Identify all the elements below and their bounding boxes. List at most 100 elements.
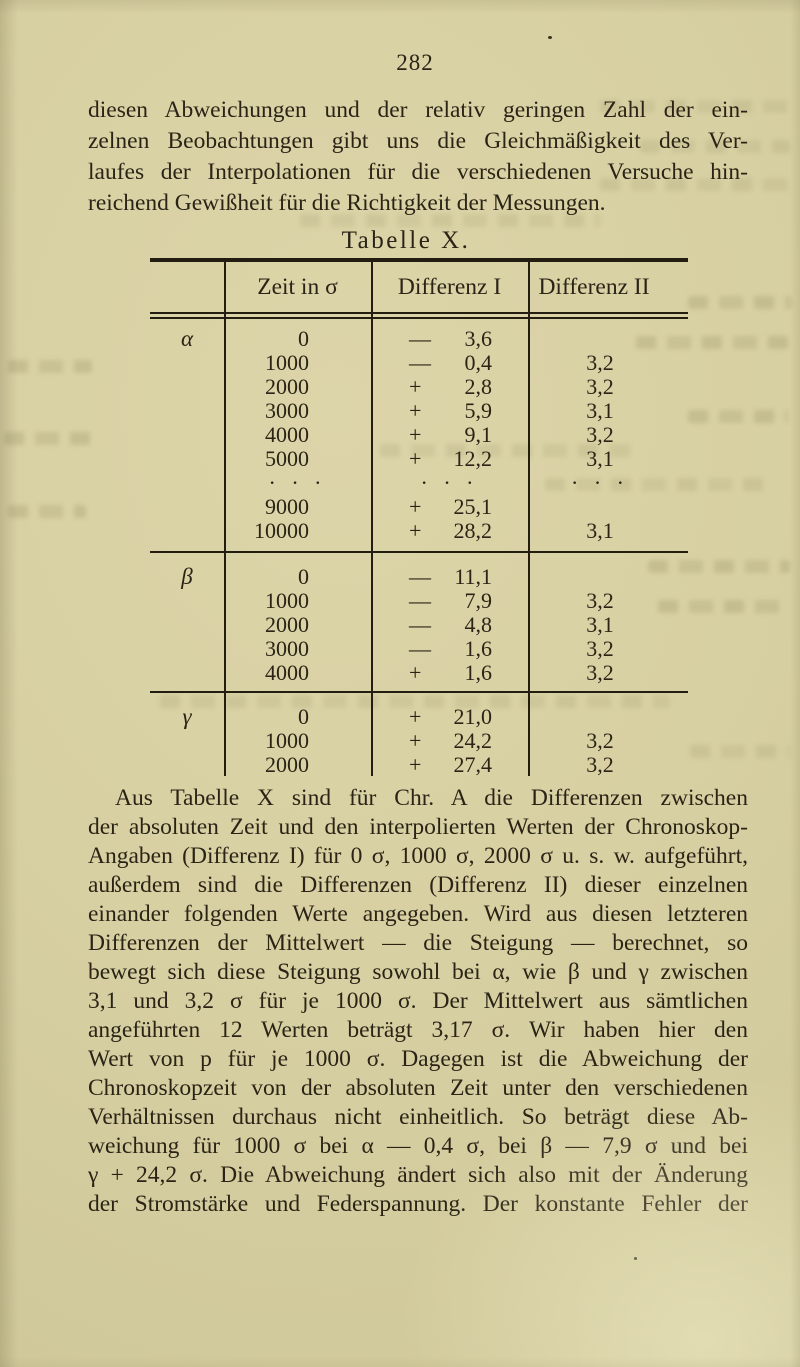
cell-differenz-2: 3,1 [586,398,614,423]
cell-zeit: 0 [298,704,309,729]
text-line: Aus Tabelle X sind für Chr. A die Differ… [115,785,748,811]
table-top-rule [150,258,688,262]
section-label: α [180,326,194,351]
table-row: 2000 — 4,8 3,1 [150,613,688,637]
cell-differenz-1: +24,2 [371,729,528,753]
table-row: 5000 +12,2 3,1 [150,447,688,471]
value: 28,2 [453,518,493,543]
showthrough-smudge [688,410,788,423]
cell-differenz-2: 3,2 [586,374,614,399]
table-section-β: β 0 — 11,1 1000 — 7,9 3,2 2000 — 4,8 3,1 3000 — 1,6 3,2… [150,565,688,685]
cell-differenz-2: 3,1 [586,612,614,637]
section-divider-rule [150,691,688,693]
cell-differenz-1: — 1,6 [371,637,528,661]
text-line: außerdem sind die Differenzen (Differenz… [88,872,748,898]
sign-glyph: — [409,326,431,351]
cell-zeit: 0 [298,564,309,589]
cell-zeit: 4000 [265,422,309,447]
paragraph-bottom: Aus Tabelle X sind für Chr. A die Differ… [88,784,748,1219]
sign-glyph: — [409,588,431,613]
section-label [150,661,224,685]
value: 27,4 [453,752,493,777]
table-row: 1000 +24,2 3,2 [150,729,688,753]
cell-zeit: 3000 [265,636,309,661]
cell-differenz-1: +25,1 [371,495,528,519]
section-label [150,589,224,613]
header-cell-differenz-1: Differenz I [397,273,502,300]
cell-differenz-2: 3,2 [586,636,614,661]
cell-differenz-1: — 3,6 [371,327,528,351]
table-row: 10000 +28,2 3,1 [150,519,688,543]
text-line: weichung für 1000 σ bei α — 0,4 σ, bei β… [88,1133,748,1159]
section-label [150,753,224,777]
paper-speck [548,36,552,39]
table-header-row: Zeit in σ Differenz I Differenz II [150,262,688,312]
cell-differenz-1: +28,2 [371,519,528,543]
cell-differenz-1: +5,9 [371,399,528,423]
sign-glyph: — [409,350,431,375]
text-line: einander folgenden Werte angegeben. Wird… [88,901,748,927]
text-line: angeführten 12 Werten beträgt 3,17 σ. Wi… [88,1017,748,1043]
cell-differenz-1: +27,4 [371,753,528,777]
cell-differenz-2: 3,2 [586,350,614,375]
showthrough-smudge [4,432,96,445]
sign-glyph: + [409,704,422,729]
sign-glyph: — [409,564,431,589]
cell-differenz-2: · · · [571,470,629,495]
text-line: bewegt sich diese Steigung sowohl bei α,… [88,959,748,985]
section-label [150,471,224,495]
cell-differenz-2: 3,2 [586,422,614,447]
section-label [150,519,224,543]
cell-zeit: 1000 [265,588,309,613]
column-rule [371,262,373,776]
value: 2,8 [464,374,493,399]
value: 5,9 [464,398,493,423]
section-label [150,729,224,753]
table-row: γ 0 +21,0 [150,705,688,729]
cell-differenz-1: — 0,4 [371,351,528,375]
cell-differenz-1: — 4,8 [371,613,528,637]
cell-zeit: 2000 [265,752,309,777]
value: 7,9 [464,588,493,613]
value: 3,6 [464,326,493,351]
table-row: β 0 — 11,1 [150,565,688,589]
text-line: Verhältnissen durchaus nicht einheitlich… [88,1104,748,1130]
table-row: 3000 +5,9 3,1 [150,399,688,423]
text-line: diesen Abweichungen und der relativ geri… [88,97,748,123]
table-row: 2000 +27,4 3,2 [150,753,688,777]
cell-zeit: 3000 [265,398,309,423]
section-label [150,447,224,471]
text-line: 3,1 und 3,2 σ für je 1000 σ. Der Mittelw… [88,988,748,1014]
paragraph-top: diesen Abweichungen und der relativ geri… [88,95,748,219]
cell-differenz-2: 3,2 [586,660,614,685]
cell-differenz-2 [520,327,680,351]
cell-differenz-1: +12,2 [371,447,528,471]
sign-glyph: + [409,518,422,543]
cell-zeit: · · · [268,470,327,495]
value: 12,2 [453,446,493,471]
cell-differenz-1: +2,8 [371,375,528,399]
sign-glyph: + [409,422,422,447]
table-row: 1000 — 7,9 3,2 [150,589,688,613]
column-rule [224,262,226,776]
cell-zeit: 9000 [265,494,309,519]
table-row: · · · · · · · · · [150,471,688,495]
section-label [150,423,224,447]
table-section-γ: γ 0 +21,0 1000 +24,2 3,2 2000 +27,4 3,2 [150,705,688,777]
table-title: Tabelle X. [341,227,471,254]
cell-differenz-2 [520,495,680,519]
text-line: γ + 24,2 σ. Die Abweichung ändert sich a… [88,1162,748,1188]
cell-zeit: 10000 [254,518,309,543]
text-line: Angaben (Differenz I) für 0 σ, 1000 σ, 2… [88,843,748,869]
value: 9,1 [464,422,493,447]
value: 21,0 [453,704,493,729]
sign-glyph: + [409,374,422,399]
section-label [150,351,224,375]
cell-differenz-1: +21,0 [371,705,528,729]
sign-glyph: + [409,728,422,753]
value: 25,1 [453,494,493,519]
header-double-rule [150,312,688,319]
value: 11,1 [454,564,492,589]
table-row: 4000 +1,6 3,2 [150,661,688,685]
text-line: zelnen Beobachtungen gibt uns die Gleich… [88,128,748,154]
